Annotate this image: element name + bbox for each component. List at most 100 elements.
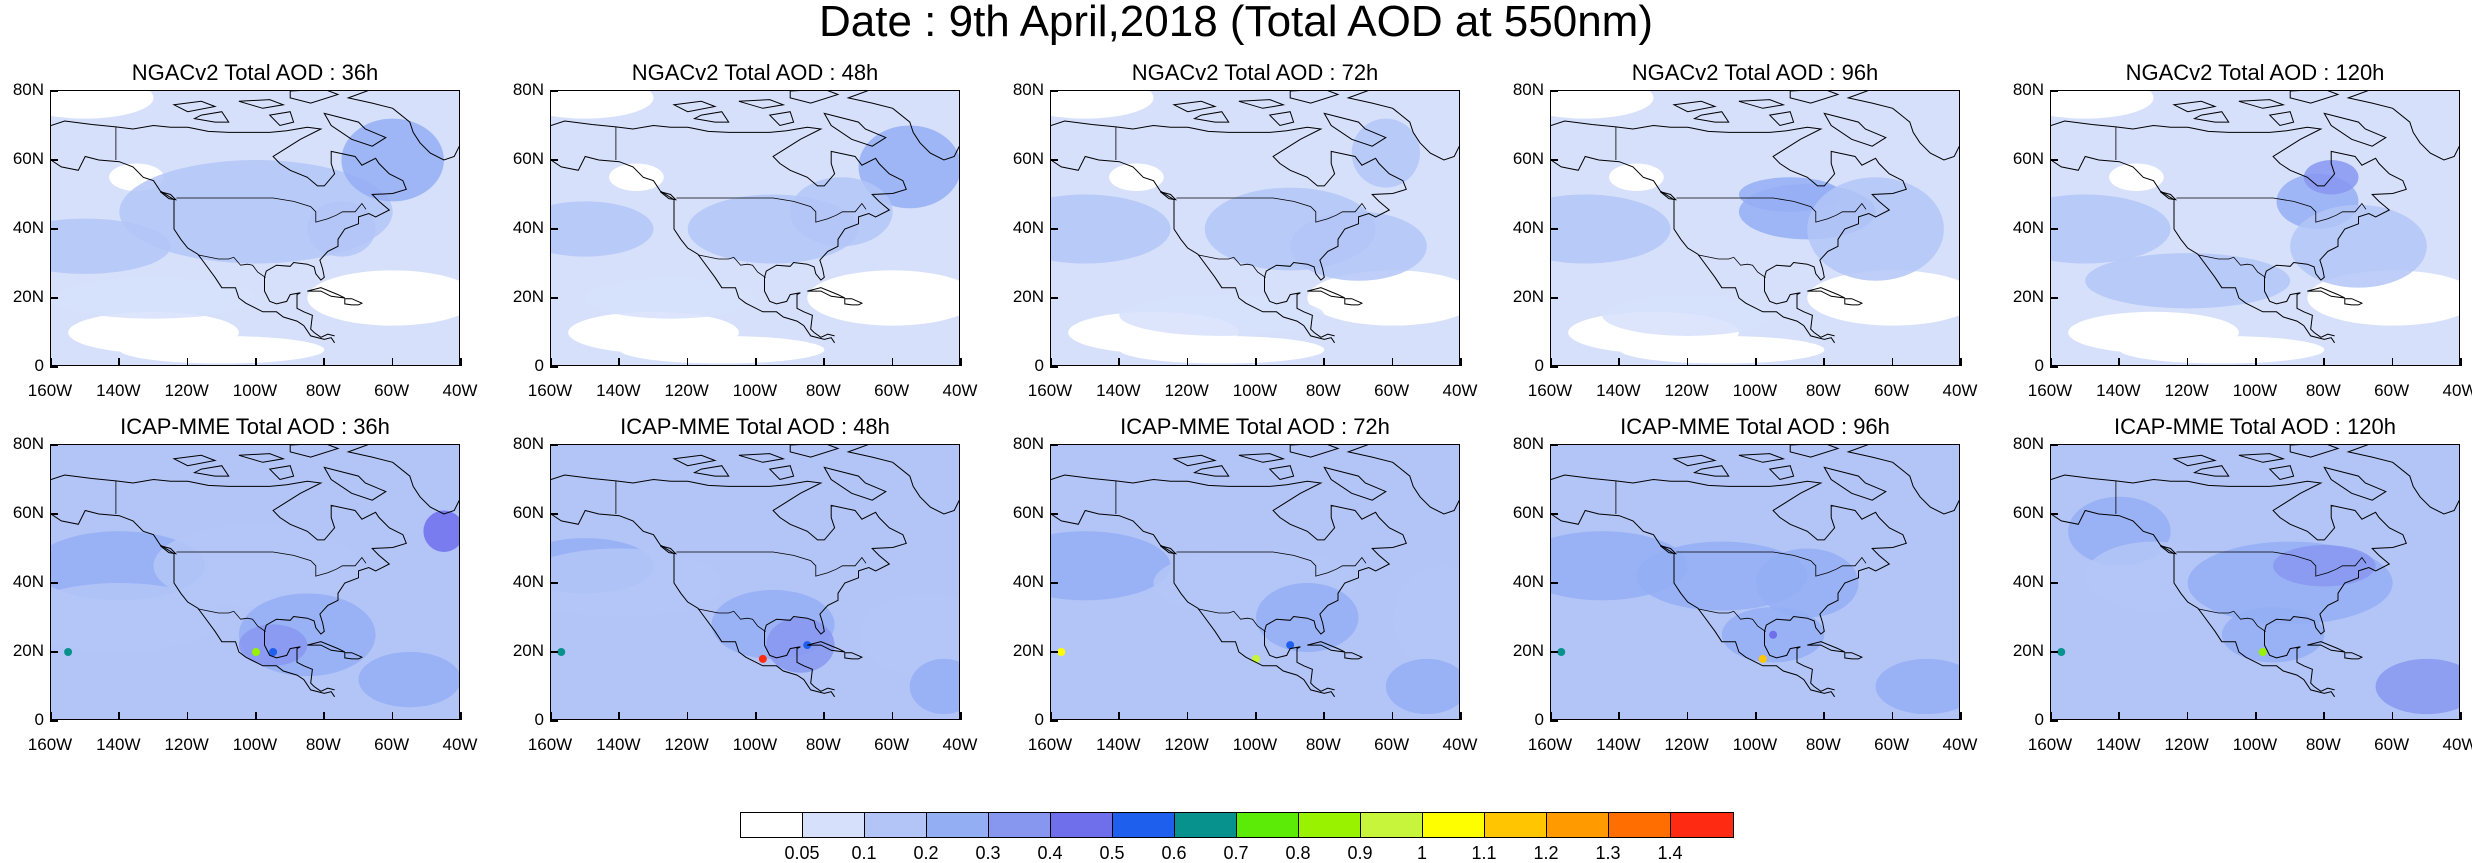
coastline (1159, 191, 1178, 201)
aod-hotspot (758, 654, 767, 663)
x-tick-label: 100W (732, 735, 778, 754)
panel-title: NGACv2 Total AOD : 48h (631, 60, 879, 85)
country-border (1676, 197, 1867, 223)
country-border (1676, 551, 1867, 577)
x-tick-label: 140W (96, 735, 141, 754)
y-tick (550, 159, 558, 161)
x-tick-label: 100W (2232, 381, 2278, 400)
x-tick-label: 100W (1732, 381, 1778, 400)
coastline (1051, 509, 1336, 698)
coastline (1051, 155, 1336, 344)
x-tick-label: 40W (1942, 381, 1978, 400)
coastline (51, 509, 336, 698)
coastline (192, 111, 230, 123)
aod-plume (2375, 658, 2459, 715)
map-frame (550, 90, 960, 366)
panel-title: ICAP-MME Total AOD : 96h (1620, 414, 1890, 439)
map-frame (1550, 90, 1960, 366)
aod-plume (2085, 253, 2291, 309)
aod-hotspot (1286, 641, 1295, 650)
aod-hotspot (1769, 630, 1778, 639)
y-tick-label: 20N (12, 287, 44, 306)
coastline (2159, 545, 2178, 555)
coastline (1307, 641, 1346, 653)
x-tick-label: 120W (1664, 381, 1709, 400)
x-tick-label: 160W (1027, 735, 1073, 754)
y-tick (1550, 297, 1558, 299)
x-tick-label: 60W (1374, 735, 1410, 754)
y-tick (50, 159, 58, 161)
country-border (2197, 254, 2266, 278)
colorbar-swatch (927, 813, 989, 837)
map-panel: NGACv2 Total AOD : 36h 80N 60N 40N 20N 0 160W 1… (0, 60, 500, 420)
colorbar-swatch (1485, 813, 1547, 837)
y-tick (1550, 651, 1558, 653)
coastline (1551, 120, 1907, 338)
coastline (2307, 287, 2346, 299)
aod-plume (1807, 177, 1944, 281)
colorbar-label: 0.6 (1161, 843, 1187, 863)
aod-low-region (2109, 163, 2164, 192)
x-tick-label: 120W (664, 735, 709, 754)
y-tick (1550, 159, 1558, 161)
coastline (551, 155, 836, 344)
y-tick (2050, 366, 2058, 368)
x-tick (755, 712, 757, 720)
aod-plume (1602, 294, 1774, 336)
x-tick (1391, 358, 1394, 366)
aod-plume (858, 593, 959, 677)
y-tick (2050, 651, 2058, 653)
aod-plume (51, 583, 222, 652)
coastline (551, 120, 907, 338)
x-tick-label: 160W (1027, 381, 1073, 400)
coastline (1551, 474, 1907, 692)
x-tick-label: 60W (1874, 735, 1910, 754)
x-tick (460, 358, 462, 366)
x-tick-label: 160W (2027, 381, 2073, 400)
y-tick-label: 0 (534, 356, 544, 375)
coastline (1692, 111, 1730, 123)
y-tick (2050, 297, 2058, 299)
y-tick-label: 0 (1034, 356, 1044, 375)
coastline (2192, 465, 2230, 477)
y-tick-label: 0 (1534, 356, 1544, 375)
aod-low-region (1551, 91, 1654, 119)
coastline (2323, 466, 2387, 501)
x-tick-label: 60W (374, 381, 410, 400)
y-tick (1050, 90, 1058, 92)
panel-title: ICAP-MME Total AOD : 48h (620, 414, 890, 439)
aod-low-region (1609, 163, 1664, 192)
aod-plume (1738, 177, 1842, 212)
coastline (1289, 445, 1340, 458)
aod-low-region (1119, 335, 1325, 364)
y-tick-label: 20N (12, 641, 44, 660)
coastline (323, 466, 387, 501)
coastline (1192, 111, 1230, 123)
coastline (1768, 465, 1795, 481)
y-tick-label: 80N (12, 80, 44, 99)
aod-plume (1551, 194, 1671, 264)
aod-map (51, 91, 459, 365)
x-tick-label: 140W (1596, 381, 1641, 400)
colorbar-label: 0.1 (851, 843, 877, 863)
aod-hotspot (1557, 648, 1566, 656)
x-tick-label: 120W (2164, 735, 2209, 754)
x-tick-label: 160W (1527, 735, 1573, 754)
y-tick-label: 80N (1512, 80, 1544, 99)
x-tick (118, 712, 120, 720)
x-tick-label: 80W (1305, 735, 1341, 754)
y-tick-label: 60N (2012, 149, 2044, 168)
x-tick-label: 100W (732, 381, 778, 400)
y-tick (2050, 159, 2058, 161)
y-tick (1550, 720, 1558, 722)
coastline (738, 453, 786, 463)
x-tick-label: 80W (1805, 381, 1841, 400)
main-title: Date : 9th April,2018 (Total AOD at 550n… (818, 0, 1653, 46)
x-tick (1050, 712, 1052, 720)
coastline (238, 453, 286, 463)
colorbar-swatch (803, 813, 865, 837)
x-tick (755, 358, 757, 366)
y-tick (2050, 720, 2058, 722)
x-tick (323, 712, 325, 720)
x-tick (618, 712, 620, 720)
